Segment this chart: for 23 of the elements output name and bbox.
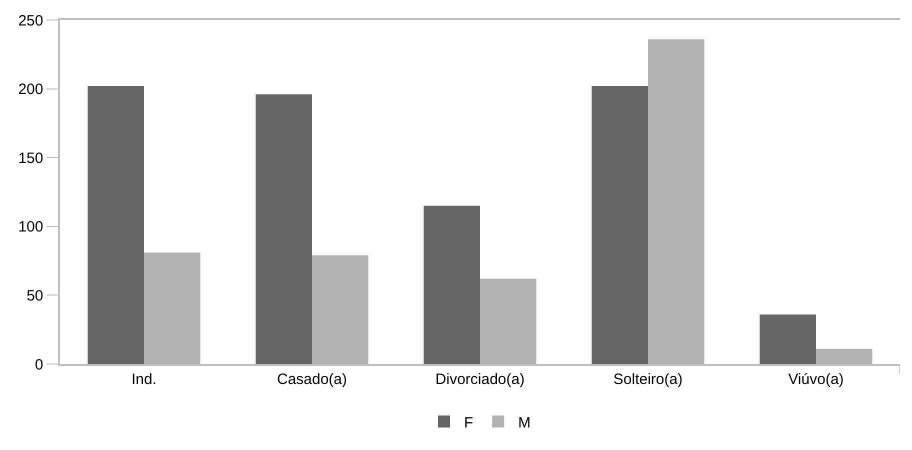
legend-label: M (518, 414, 531, 432)
y-tick-label: 50 (26, 287, 44, 304)
bar (312, 255, 368, 364)
y-tick-label: 100 (18, 218, 44, 236)
x-tick-label: Divorciado(a) (435, 370, 525, 388)
y-tick-label: 250 (18, 12, 44, 30)
bar (592, 86, 648, 364)
y-tick-label: 0 (34, 356, 44, 374)
legend-label: F (464, 414, 474, 432)
bar (816, 348, 872, 364)
bar (760, 314, 816, 364)
x-tick-label: Ind. (131, 370, 157, 388)
bar (88, 86, 144, 364)
bar (144, 252, 200, 364)
y-tick-label: 200 (18, 81, 44, 98)
x-tick-label: Casado(a) (276, 370, 348, 388)
x-tick-label: Viúvo(a) (788, 370, 844, 388)
bar (256, 94, 312, 364)
x-tick-label: Solteiro(a) (613, 370, 683, 388)
bar (424, 206, 480, 364)
bar (648, 39, 704, 364)
bar (480, 278, 536, 364)
y-tick-label: 150 (18, 150, 44, 167)
